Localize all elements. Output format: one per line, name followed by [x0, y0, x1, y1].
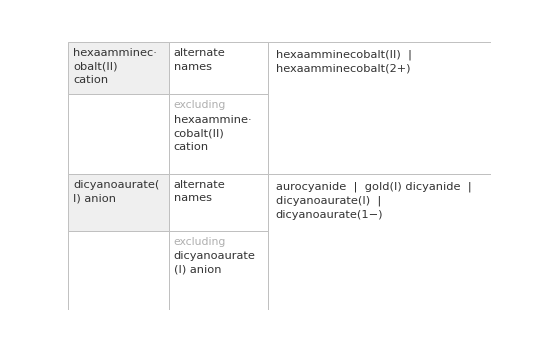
Bar	[169, 42, 268, 95]
Text: hexaamminec·
obalt(II)
cation: hexaamminec· obalt(II) cation	[73, 48, 157, 85]
Text: alternate
names: alternate names	[174, 180, 225, 204]
Bar	[268, 174, 491, 310]
Bar	[68, 231, 169, 310]
Text: dicyanoaurate
(I) anion: dicyanoaurate (I) anion	[174, 251, 256, 275]
Bar	[169, 174, 268, 231]
Text: hexaammine·
cobalt(II)
cation: hexaammine· cobalt(II) cation	[174, 115, 251, 151]
Text: aurocyanide  |  gold(I) dicyanide  |
dicyanoaurate(I)  |
dicyanoaurate(1−): aurocyanide | gold(I) dicyanide | dicyan…	[276, 181, 471, 220]
Bar	[169, 231, 268, 310]
Bar	[68, 42, 169, 95]
Text: excluding: excluding	[174, 100, 226, 110]
Bar	[68, 95, 169, 174]
Bar	[169, 95, 268, 174]
Text: hexaamminecobalt(II)  |
hexaamminecobalt(2+): hexaamminecobalt(II) | hexaamminecobalt(…	[276, 49, 412, 74]
Bar	[68, 174, 169, 231]
Text: excluding: excluding	[174, 237, 226, 247]
Bar	[268, 42, 491, 174]
Text: dicyanoaurate(
I) anion: dicyanoaurate( I) anion	[73, 180, 159, 204]
Text: alternate
names: alternate names	[174, 48, 225, 72]
